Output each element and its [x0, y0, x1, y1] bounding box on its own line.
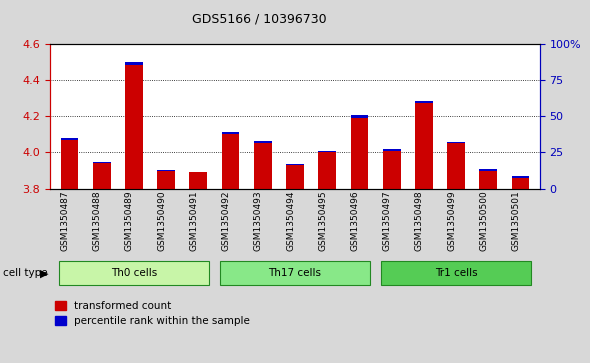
- Bar: [383, 148, 401, 151]
- Legend: transformed count, percentile rank within the sample: transformed count, percentile rank withi…: [55, 301, 250, 326]
- Bar: [447, 142, 465, 143]
- Bar: [254, 143, 271, 189]
- Text: GSM1350493: GSM1350493: [254, 190, 263, 251]
- Bar: [512, 176, 529, 178]
- Bar: [125, 62, 143, 65]
- Bar: [415, 101, 432, 103]
- Bar: [93, 163, 110, 189]
- Bar: [350, 115, 368, 118]
- Bar: [319, 152, 336, 189]
- Bar: [158, 171, 175, 189]
- FancyBboxPatch shape: [381, 261, 531, 285]
- Text: GSM1350497: GSM1350497: [383, 190, 392, 251]
- Bar: [222, 132, 240, 134]
- Text: GSM1350500: GSM1350500: [479, 190, 489, 251]
- Bar: [512, 178, 529, 189]
- Bar: [93, 162, 110, 163]
- Bar: [480, 169, 497, 171]
- Text: Th17 cells: Th17 cells: [268, 268, 322, 278]
- Text: GSM1350489: GSM1350489: [125, 190, 134, 251]
- Text: GSM1350488: GSM1350488: [93, 190, 101, 251]
- Text: GSM1350496: GSM1350496: [350, 190, 359, 251]
- Bar: [383, 151, 401, 189]
- Text: GSM1350495: GSM1350495: [318, 190, 327, 251]
- Text: Tr1 cells: Tr1 cells: [435, 268, 477, 278]
- Text: GSM1350498: GSM1350498: [415, 190, 424, 251]
- Bar: [222, 134, 240, 189]
- Bar: [125, 65, 143, 189]
- Bar: [286, 165, 304, 189]
- Text: GSM1350494: GSM1350494: [286, 190, 295, 251]
- Text: GSM1350487: GSM1350487: [61, 190, 70, 251]
- Text: ▶: ▶: [40, 268, 48, 278]
- Bar: [61, 138, 78, 140]
- Bar: [350, 118, 368, 189]
- Bar: [447, 143, 465, 189]
- Text: GSM1350499: GSM1350499: [447, 190, 456, 251]
- Bar: [254, 141, 271, 143]
- Text: Th0 cells: Th0 cells: [111, 268, 157, 278]
- Bar: [61, 140, 78, 189]
- Text: GSM1350490: GSM1350490: [157, 190, 166, 251]
- Bar: [319, 151, 336, 152]
- Text: GSM1350491: GSM1350491: [189, 190, 198, 251]
- Text: cell type: cell type: [3, 268, 48, 278]
- Bar: [415, 103, 432, 189]
- Bar: [480, 171, 497, 189]
- FancyBboxPatch shape: [220, 261, 370, 285]
- Text: GSM1350501: GSM1350501: [512, 190, 520, 251]
- FancyBboxPatch shape: [59, 261, 209, 285]
- Bar: [158, 170, 175, 171]
- Text: GSM1350492: GSM1350492: [222, 190, 231, 251]
- Bar: [286, 164, 304, 165]
- Bar: [189, 172, 207, 189]
- Text: GDS5166 / 10396730: GDS5166 / 10396730: [192, 13, 327, 26]
